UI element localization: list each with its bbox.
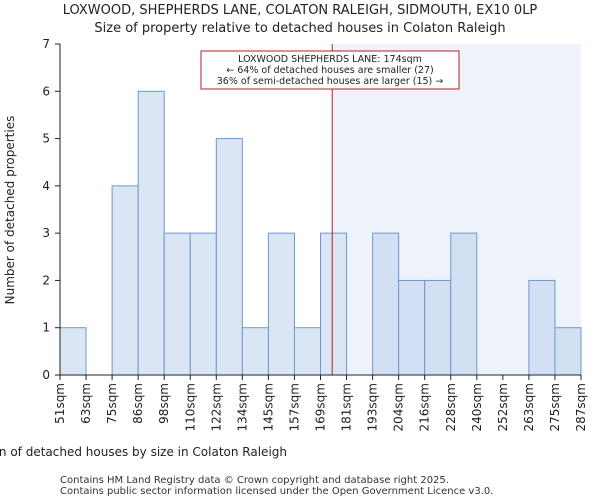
bar-193sqm [372,232,400,376]
x-tick-label-252sqm: 252sqm [496,383,510,431]
x-tick-label-122sqm: 122sqm [209,383,223,431]
x-tick-label-51sqm: 51sqm [53,383,67,424]
bar-110sqm [189,232,217,376]
bar-216sqm [424,279,452,376]
x-tick-label-240sqm: 240sqm [470,383,484,431]
annotation-line-2: ← 64% of detached houses are smaller (27… [226,65,433,76]
bar-228sqm [450,232,478,376]
x-tick-label-193sqm: 193sqm [366,383,380,431]
y-tick-label-6: 6 [42,84,50,98]
bar-275sqm [554,327,582,376]
bar-157sqm [293,327,322,376]
bar-86sqm [137,90,165,376]
x-tick-label-98sqm: 98sqm [157,383,171,424]
footer-line-2: Contains public sector information licen… [60,486,493,497]
y-tick-label-4: 4 [42,179,50,193]
y-tick-label-7: 7 [42,37,50,51]
bar-145sqm [267,232,295,376]
y-tick-label-1: 1 [42,321,50,335]
x-tick-label-86sqm: 86sqm [131,383,145,424]
bar-51sqm [59,327,87,376]
x-tick-label-169sqm: 169sqm [314,383,328,431]
y-tick-label-5: 5 [42,132,50,146]
bar-134sqm [241,327,269,376]
x-tick-label-287sqm: 287sqm [574,383,588,431]
y-tick-label-2: 2 [42,273,50,287]
x-tick-label-145sqm: 145sqm [261,383,275,431]
bar-98sqm [163,232,191,376]
chart-title: LOXWOOD, SHEPHERDS LANE, COLATON RALEIGH… [63,3,538,18]
x-tick-label-181sqm: 181sqm [340,383,354,431]
x-tick-label-75sqm: 75sqm [105,383,119,424]
annotation-line-1: LOXWOOD SHEPHERDS LANE: 174sqm [238,54,422,65]
y-tick-label-3: 3 [42,226,50,240]
x-tick-label-263sqm: 263sqm [522,383,536,431]
y-tick-label-0: 0 [42,368,50,382]
x-tick-label-204sqm: 204sqm [392,383,406,431]
footer-line-1: Contains HM Land Registry data © Crown c… [60,475,449,486]
bar-75sqm [111,185,139,376]
x-tick-label-157sqm: 157sqm [287,383,301,431]
bars-group [59,90,582,376]
chart-subtitle: Size of property relative to detached ho… [94,21,505,36]
x-tick-label-110sqm: 110sqm [183,383,197,431]
x-tick-label-228sqm: 228sqm [444,383,458,431]
annotation-box [200,50,460,90]
annotation-line-3: 36% of semi-detached houses are larger (… [217,76,444,87]
x-tick-label-134sqm: 134sqm [235,383,249,431]
bar-263sqm [528,279,556,376]
y-ticks-group: 0 1 2 3 4 5 6 7 [42,37,60,382]
x-tick-label-216sqm: 216sqm [418,383,432,431]
bar-122sqm [215,138,243,376]
x-tick-label-275sqm: 275sqm [548,383,562,431]
bar-204sqm [398,279,426,376]
x-tick-label-63sqm: 63sqm [79,383,93,424]
x-ticks-group: 51sqm 63sqm 75sqm 86sqm 98sqm 110sqm 122sqm 134… [53,375,588,431]
x-axis-label: Distribution of detached houses by size … [0,445,287,459]
y-axis-label: Number of detached properties [3,116,17,305]
bar-169sqm [320,232,348,376]
